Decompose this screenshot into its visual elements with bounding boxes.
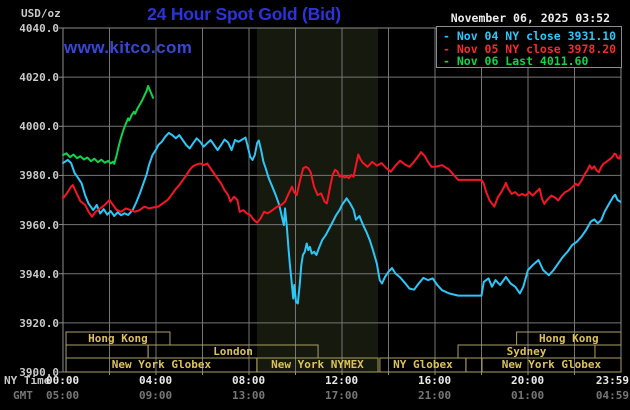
y-axis-unit-label: USD/oz xyxy=(21,7,61,20)
y-axis-label: 3920.0 xyxy=(19,316,59,330)
series-line-nov05 xyxy=(62,151,622,224)
x-axis-label-ny: 20:00 xyxy=(511,374,545,387)
x-axis-gmt-label: GMT xyxy=(13,389,33,402)
session-label-sydney: Sydney xyxy=(506,345,547,358)
session-label-ny-globex: NY Globex xyxy=(393,358,453,371)
y-axis-label: 3980.0 xyxy=(19,169,59,183)
session-box xyxy=(65,344,149,359)
x-axis-label-ny: 16:00 xyxy=(418,374,452,387)
x-axis-label-ny: 12:00 xyxy=(325,374,359,387)
x-axis-label-gmt: 01:00 xyxy=(511,389,545,402)
session-box xyxy=(481,357,622,373)
session-label-hong-kong: Hong Kong xyxy=(88,332,148,345)
kitco-watermark-link[interactable]: www.kitco.com xyxy=(64,38,193,57)
legend-entry-nov04: - Nov 04 NY close 3931.10 xyxy=(443,29,617,43)
x-axis-label-ny: 08:00 xyxy=(232,374,266,387)
chart-timestamp: November 06, 2025 03:52 xyxy=(450,11,610,25)
x-axis-label-gmt: 17:00 xyxy=(325,389,359,402)
legend-entry-nov06: - Nov 06 Last 4011.60 xyxy=(443,54,589,68)
legend-entry-nov05: - Nov 05 NY close 3978.20 xyxy=(443,41,617,56)
series-line-nov06 xyxy=(62,85,154,165)
y-axis-label: 4040.0 xyxy=(19,22,59,35)
y-axis-label: 3960.0 xyxy=(19,218,59,232)
session-label-hong-kong: Hong Kong xyxy=(538,332,599,345)
x-axis-label-gmt: 21:00 xyxy=(418,389,452,402)
y-axis-label: 4000.0 xyxy=(19,120,59,134)
y-axis-label: 3900.0 xyxy=(19,366,59,379)
session-label-new-york-globex: New York Globex xyxy=(501,358,602,371)
x-axis-ny-time-label: NY Time xyxy=(4,374,51,387)
session-label-new-york-globex: New York Globex xyxy=(111,358,212,371)
nymex-session-band xyxy=(256,28,379,372)
y-axis-label: 3940.0 xyxy=(19,267,59,281)
series-line-nov04 xyxy=(62,131,622,305)
session-label-new-york-nymex: New York NYMEX xyxy=(271,358,364,371)
x-axis-label-gmt: 04:59 xyxy=(595,389,629,402)
session-label-london: London xyxy=(213,345,253,358)
y-axis-label: 4020.0 xyxy=(19,71,59,85)
x-axis-label-gmt: 13:00 xyxy=(232,389,266,402)
x-axis-label-gmt: 09:00 xyxy=(139,389,173,402)
session-box xyxy=(256,357,379,373)
x-axis-label-gmt: 05:00 xyxy=(46,389,80,402)
x-axis-label-ny: 04:00 xyxy=(139,374,173,387)
chart-title: 24 Hour Spot Gold (Bid) xyxy=(147,4,341,24)
session-box xyxy=(465,357,483,373)
x-axis-label-ny: 23:59 xyxy=(595,374,629,387)
legend-box: - Nov 04 NY close 3931.10- Nov 05 NY clo… xyxy=(436,26,622,68)
x-axis-label-ny: 00:00 xyxy=(46,374,80,387)
